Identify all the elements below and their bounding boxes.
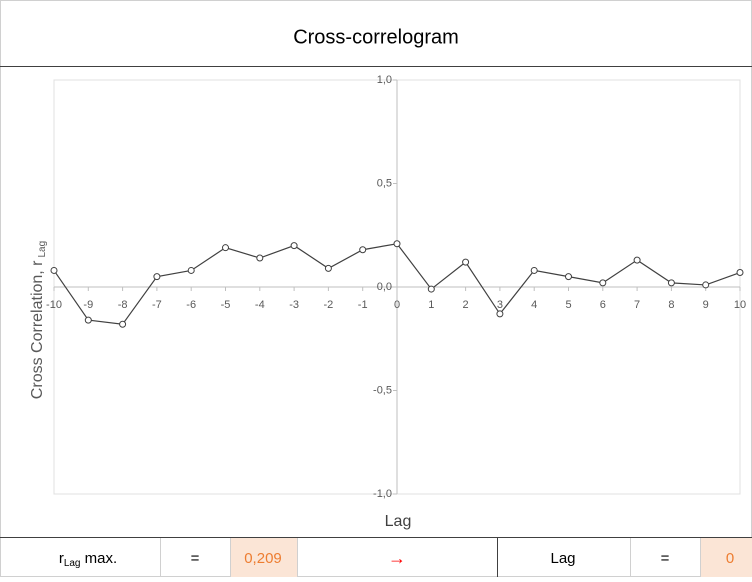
x-tick-label: -5 [221, 299, 231, 311]
data-point [427, 285, 435, 293]
x-tick-label: 2 [463, 299, 469, 311]
x-tick-label: 5 [565, 299, 571, 311]
data-point [222, 244, 229, 252]
y-axis-title-sub: Lag [37, 241, 48, 258]
data-point [496, 310, 504, 318]
y-axis-title: Cross Correlation, r Lag [29, 241, 47, 399]
equals: = [661, 550, 670, 567]
x-tick-label: -3 [289, 299, 299, 311]
x-tick-label: 7 [634, 299, 640, 311]
equals: = [191, 550, 200, 567]
x-tick-label: -6 [186, 299, 196, 311]
data-point [599, 279, 607, 287]
data-point [565, 273, 572, 281]
x-tick-label: 6 [600, 299, 606, 311]
lag-value: 0 [726, 550, 734, 567]
data-point [393, 240, 401, 248]
value-cell [230, 538, 297, 577]
y-axis-title-main: Cross Correlation, r [29, 260, 46, 399]
x-tick-label: 1 [428, 299, 434, 311]
x-tick-label: -9 [83, 299, 93, 311]
lag-label: Lag [550, 550, 575, 567]
x-axis-title: Lag [385, 513, 412, 530]
data-point [256, 254, 264, 262]
x-tick-label: 10 [734, 299, 746, 311]
y-tick-label: 0,0 [377, 281, 392, 293]
data-point [84, 316, 92, 324]
r-label: r [59, 550, 64, 567]
y-tick-label: 0,5 [377, 177, 392, 189]
x-tick-label: 0 [394, 299, 400, 311]
summary-row: rLag max. = 0,209 → Lag = 0 [0, 537, 752, 577]
y-tick-label: 1,0 [377, 74, 392, 86]
x-tick-label: 8 [668, 299, 674, 311]
data-point [119, 320, 127, 328]
data-point [290, 242, 298, 250]
x-tick-label: 3 [497, 299, 503, 311]
r-max-label: rLag max. [59, 550, 117, 569]
y-tick-label: -0,5 [373, 384, 392, 396]
data-point [736, 269, 744, 277]
data-point [702, 281, 710, 289]
value-cell [700, 538, 752, 577]
data-point [633, 256, 641, 264]
r-label-suffix: max. [81, 550, 118, 567]
x-tick-label: -1 [358, 299, 368, 311]
data-point [462, 258, 470, 266]
x-tick-label: -8 [118, 299, 128, 311]
r-max-value: 0,209 [244, 550, 282, 567]
data-point [667, 279, 675, 287]
chart-title: Cross-correlogram [293, 26, 459, 48]
x-tick-label: 4 [531, 299, 537, 311]
data-point [153, 273, 161, 281]
data-point [187, 266, 195, 274]
arrow: → [388, 548, 406, 568]
data-point [530, 266, 538, 274]
r-label-sub: Lag [64, 558, 81, 569]
data-point [359, 246, 367, 254]
y-tick-label: -1,0 [373, 488, 392, 500]
data-point [324, 264, 332, 272]
x-tick-label: -4 [255, 299, 265, 311]
x-tick-label: 9 [703, 299, 709, 311]
x-tick-label: -10 [46, 299, 62, 311]
data-point [50, 266, 58, 274]
x-tick-label: -2 [324, 299, 334, 311]
x-tick-label: -7 [152, 299, 162, 311]
